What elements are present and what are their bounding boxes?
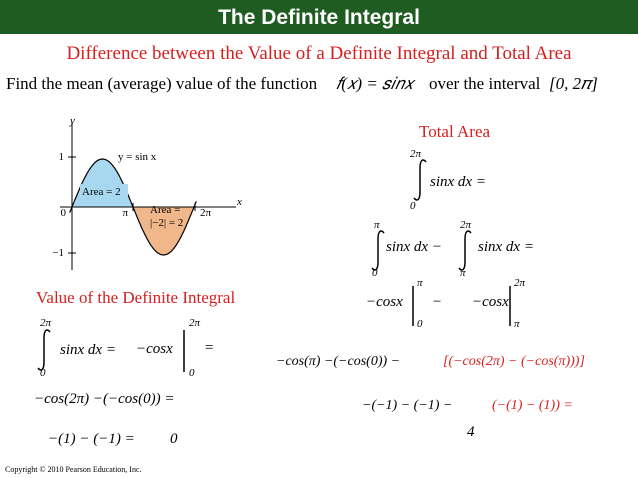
curve-label: y = sin x xyxy=(118,151,157,163)
result: 0 xyxy=(170,431,178,447)
integral-sign xyxy=(371,230,385,271)
limit: π xyxy=(460,267,466,279)
expression: sinx dx = xyxy=(478,239,534,255)
limit: 0 xyxy=(417,318,423,330)
subtitle: Difference between the Value of a Defini… xyxy=(66,43,572,64)
limit: 2π xyxy=(410,148,422,160)
copyright: Copyright © 2010 Pearson Education, Inc. xyxy=(5,465,142,474)
expression: sinx dx − xyxy=(386,239,442,255)
result: 4 xyxy=(467,424,475,440)
limit: 0 xyxy=(410,200,416,212)
x-label: x xyxy=(236,196,242,208)
integral-sign xyxy=(413,159,427,201)
limit: 2π xyxy=(189,317,201,329)
limit: π xyxy=(417,277,423,289)
problem-text: Find the mean (average) value of the fun… xyxy=(6,74,318,93)
area-positive xyxy=(72,159,133,207)
limit: 0 xyxy=(40,367,46,379)
sine-curve xyxy=(69,158,197,256)
right-heading: Total Area xyxy=(419,122,490,141)
limit: π xyxy=(374,219,380,231)
expression: sinx dx = xyxy=(430,174,486,190)
title-bar xyxy=(0,0,638,34)
limit: 0 xyxy=(189,367,195,379)
label-box xyxy=(80,184,128,199)
expression: −cos(π) −(−cos(0)) − xyxy=(276,354,400,369)
tick-label: 2π xyxy=(200,207,212,219)
y-label: y xyxy=(69,115,75,127)
expression: − xyxy=(432,294,442,310)
tick-label: 0 xyxy=(61,207,67,219)
tick-label: −1 xyxy=(52,247,64,259)
expression: [(−cos(2π) − (−cos(π)))] xyxy=(443,354,585,369)
integral-sign xyxy=(37,329,51,371)
expression: −cosx xyxy=(366,294,403,310)
limit: π xyxy=(514,318,520,330)
limit: 2π xyxy=(460,219,472,231)
expression: −cosx xyxy=(472,294,509,310)
limit: 2π xyxy=(40,317,52,329)
left-heading: Value of the Definite Integral xyxy=(36,288,235,307)
limit: 0 xyxy=(372,267,378,279)
expression: −cos(2π) −(−cos(0)) = xyxy=(34,391,174,407)
expression: sinx dx = xyxy=(60,342,116,358)
tick-label: π xyxy=(122,207,128,219)
problem-interval: [0, 2𝜋] xyxy=(549,74,598,93)
expression: (−(1) − (1)) = xyxy=(492,398,573,413)
limit: 2π xyxy=(514,277,526,289)
area-negative-label: Area = xyxy=(150,204,180,216)
area-negative xyxy=(133,207,194,255)
integral-sign xyxy=(458,230,472,271)
sine-graph: y x y = sin x Area = 2 Area = |−2| = 2 1… xyxy=(52,115,242,270)
expression: −(−1) − (−1) − xyxy=(362,398,452,413)
area-positive-label: Area = 2 xyxy=(82,186,121,198)
area-negative-label: |−2| = 2 xyxy=(150,217,183,229)
title: The Definite Integral xyxy=(218,6,420,29)
expression: −(1) − (−1) = xyxy=(48,431,135,447)
problem-middle: over the interval xyxy=(429,74,541,93)
expression: −cosx xyxy=(136,341,173,357)
expression: = xyxy=(204,340,214,356)
problem-function: 𝑓(𝑥) = 𝑠𝑖𝑛𝑥 xyxy=(336,74,416,93)
tick-label: 1 xyxy=(59,151,65,163)
